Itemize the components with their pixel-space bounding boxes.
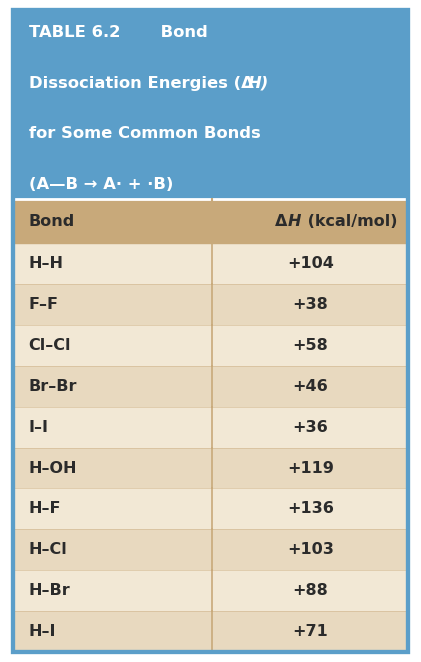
Bar xyxy=(13,10,408,199)
Bar xyxy=(13,530,408,570)
Text: F–F: F–F xyxy=(29,297,59,312)
Text: H–OH: H–OH xyxy=(29,461,77,475)
Text: H–Br: H–Br xyxy=(29,583,70,598)
Bar xyxy=(13,406,408,448)
Text: H–I: H–I xyxy=(29,624,56,639)
Bar xyxy=(13,199,408,243)
Text: +119: +119 xyxy=(287,461,334,475)
Text: +58: +58 xyxy=(293,338,328,353)
Text: Dissociation Energies (Δ: Dissociation Energies (Δ xyxy=(29,75,253,91)
Bar xyxy=(13,570,408,611)
Text: +103: +103 xyxy=(287,542,334,557)
Text: +104: +104 xyxy=(287,256,334,271)
Text: +71: +71 xyxy=(293,624,328,639)
Text: H–H: H–H xyxy=(29,256,64,271)
Bar xyxy=(13,243,408,284)
Text: Δ: Δ xyxy=(274,214,287,228)
Bar xyxy=(13,448,408,489)
Bar xyxy=(13,489,408,530)
Text: Bond: Bond xyxy=(29,214,75,228)
Text: for Some Common Bonds: for Some Common Bonds xyxy=(29,126,260,141)
Text: H–F: H–F xyxy=(29,501,61,516)
Text: (kcal/mol): (kcal/mol) xyxy=(302,214,397,228)
Bar xyxy=(13,365,408,406)
Text: (A—B → A· + ·B): (A—B → A· + ·B) xyxy=(29,177,173,192)
Text: +38: +38 xyxy=(293,297,328,312)
Text: H–Cl: H–Cl xyxy=(29,542,67,557)
Bar xyxy=(13,284,408,325)
Text: H: H xyxy=(288,214,301,228)
Bar xyxy=(13,611,408,652)
Bar xyxy=(13,325,408,365)
Text: H): H) xyxy=(248,75,269,91)
Text: +46: +46 xyxy=(293,379,328,394)
Text: TABLE 6.2       Bond: TABLE 6.2 Bond xyxy=(29,25,208,40)
Text: Br–Br: Br–Br xyxy=(29,379,77,394)
Text: +136: +136 xyxy=(287,501,334,516)
Text: I–I: I–I xyxy=(29,420,49,434)
Text: +36: +36 xyxy=(293,420,328,434)
Text: +88: +88 xyxy=(293,583,328,598)
Text: Cl–Cl: Cl–Cl xyxy=(29,338,71,353)
